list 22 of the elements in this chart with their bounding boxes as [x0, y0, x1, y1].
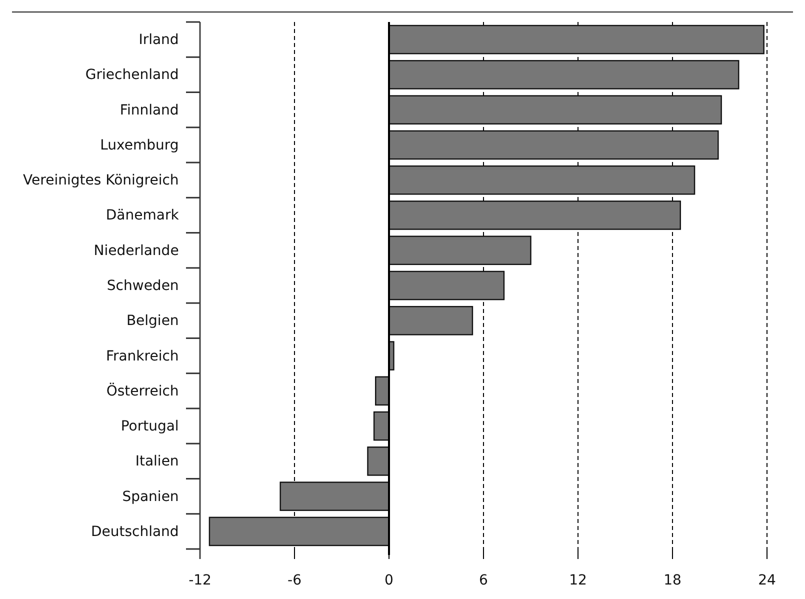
x-tick-label: 0 [384, 572, 394, 588]
y-tick-label: Finnland [120, 102, 179, 118]
y-tick-label: Irland [138, 32, 179, 48]
y-tick-label: Portugal [120, 418, 179, 435]
x-tick-label: -6 [288, 572, 302, 588]
y-tick-label: Frankreich [106, 348, 179, 364]
y-tick-label: Dänemark [106, 208, 180, 224]
x-tick-label: -12 [188, 572, 212, 588]
y-tick-label: Spanien [122, 488, 179, 505]
x-tick-label: 24 [758, 572, 776, 588]
y-tick-label: Deutschland [90, 524, 179, 540]
y-tick-label: Belgien [126, 313, 179, 330]
y-tick-label: Schweden [106, 278, 179, 294]
x-tick-label: 6 [479, 572, 488, 588]
y-tick-label: Griechenland [85, 67, 179, 84]
x-tick-label: 12 [569, 572, 587, 588]
y-tick-label: Österreich [106, 382, 179, 400]
y-tick-label: Niederlande [94, 242, 179, 259]
y-tick-label: Italien [135, 454, 179, 470]
y-tick-label: Vereinigtes Königreich [23, 172, 179, 189]
y-tick-label: Luxemburg [100, 137, 179, 154]
x-tick-label: 18 [664, 572, 682, 588]
